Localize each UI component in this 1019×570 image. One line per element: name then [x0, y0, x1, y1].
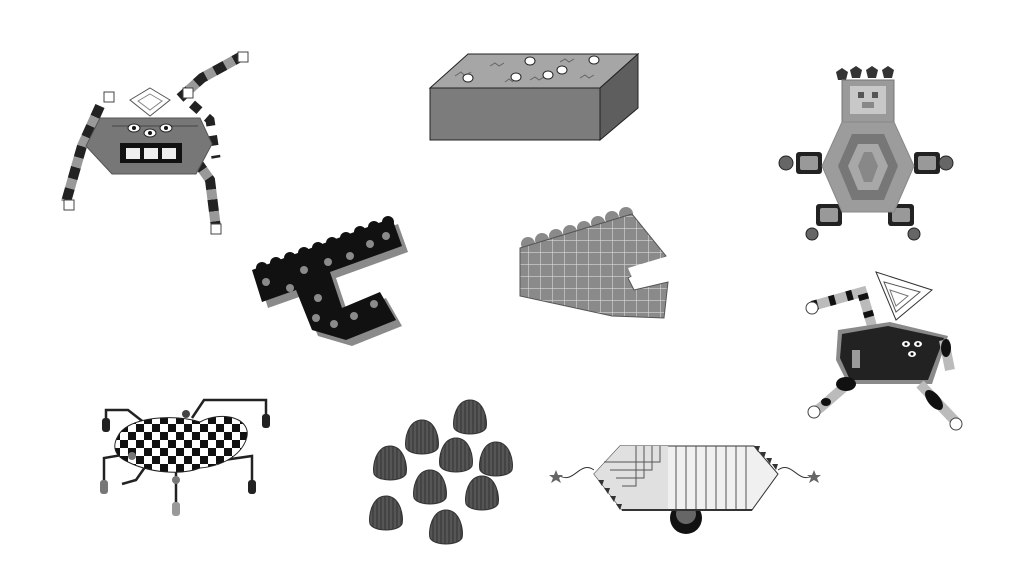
egg	[465, 475, 499, 511]
egg-cluster	[369, 399, 513, 545]
egg	[369, 495, 403, 531]
grid-jaw-creature	[519, 207, 672, 319]
egg	[373, 445, 407, 481]
wheeled-cart	[549, 445, 821, 534]
walking-robot	[805, 271, 963, 431]
egg	[405, 419, 439, 455]
spider-robot	[61, 51, 249, 235]
speckled-block	[428, 52, 640, 142]
dotted-jaw-creature	[252, 216, 408, 346]
checkered-bug	[100, 398, 270, 516]
egg	[479, 441, 513, 477]
egg	[413, 469, 447, 505]
egg	[429, 509, 463, 545]
teddy-robot	[778, 66, 954, 241]
egg	[439, 437, 473, 473]
egg	[453, 399, 487, 435]
